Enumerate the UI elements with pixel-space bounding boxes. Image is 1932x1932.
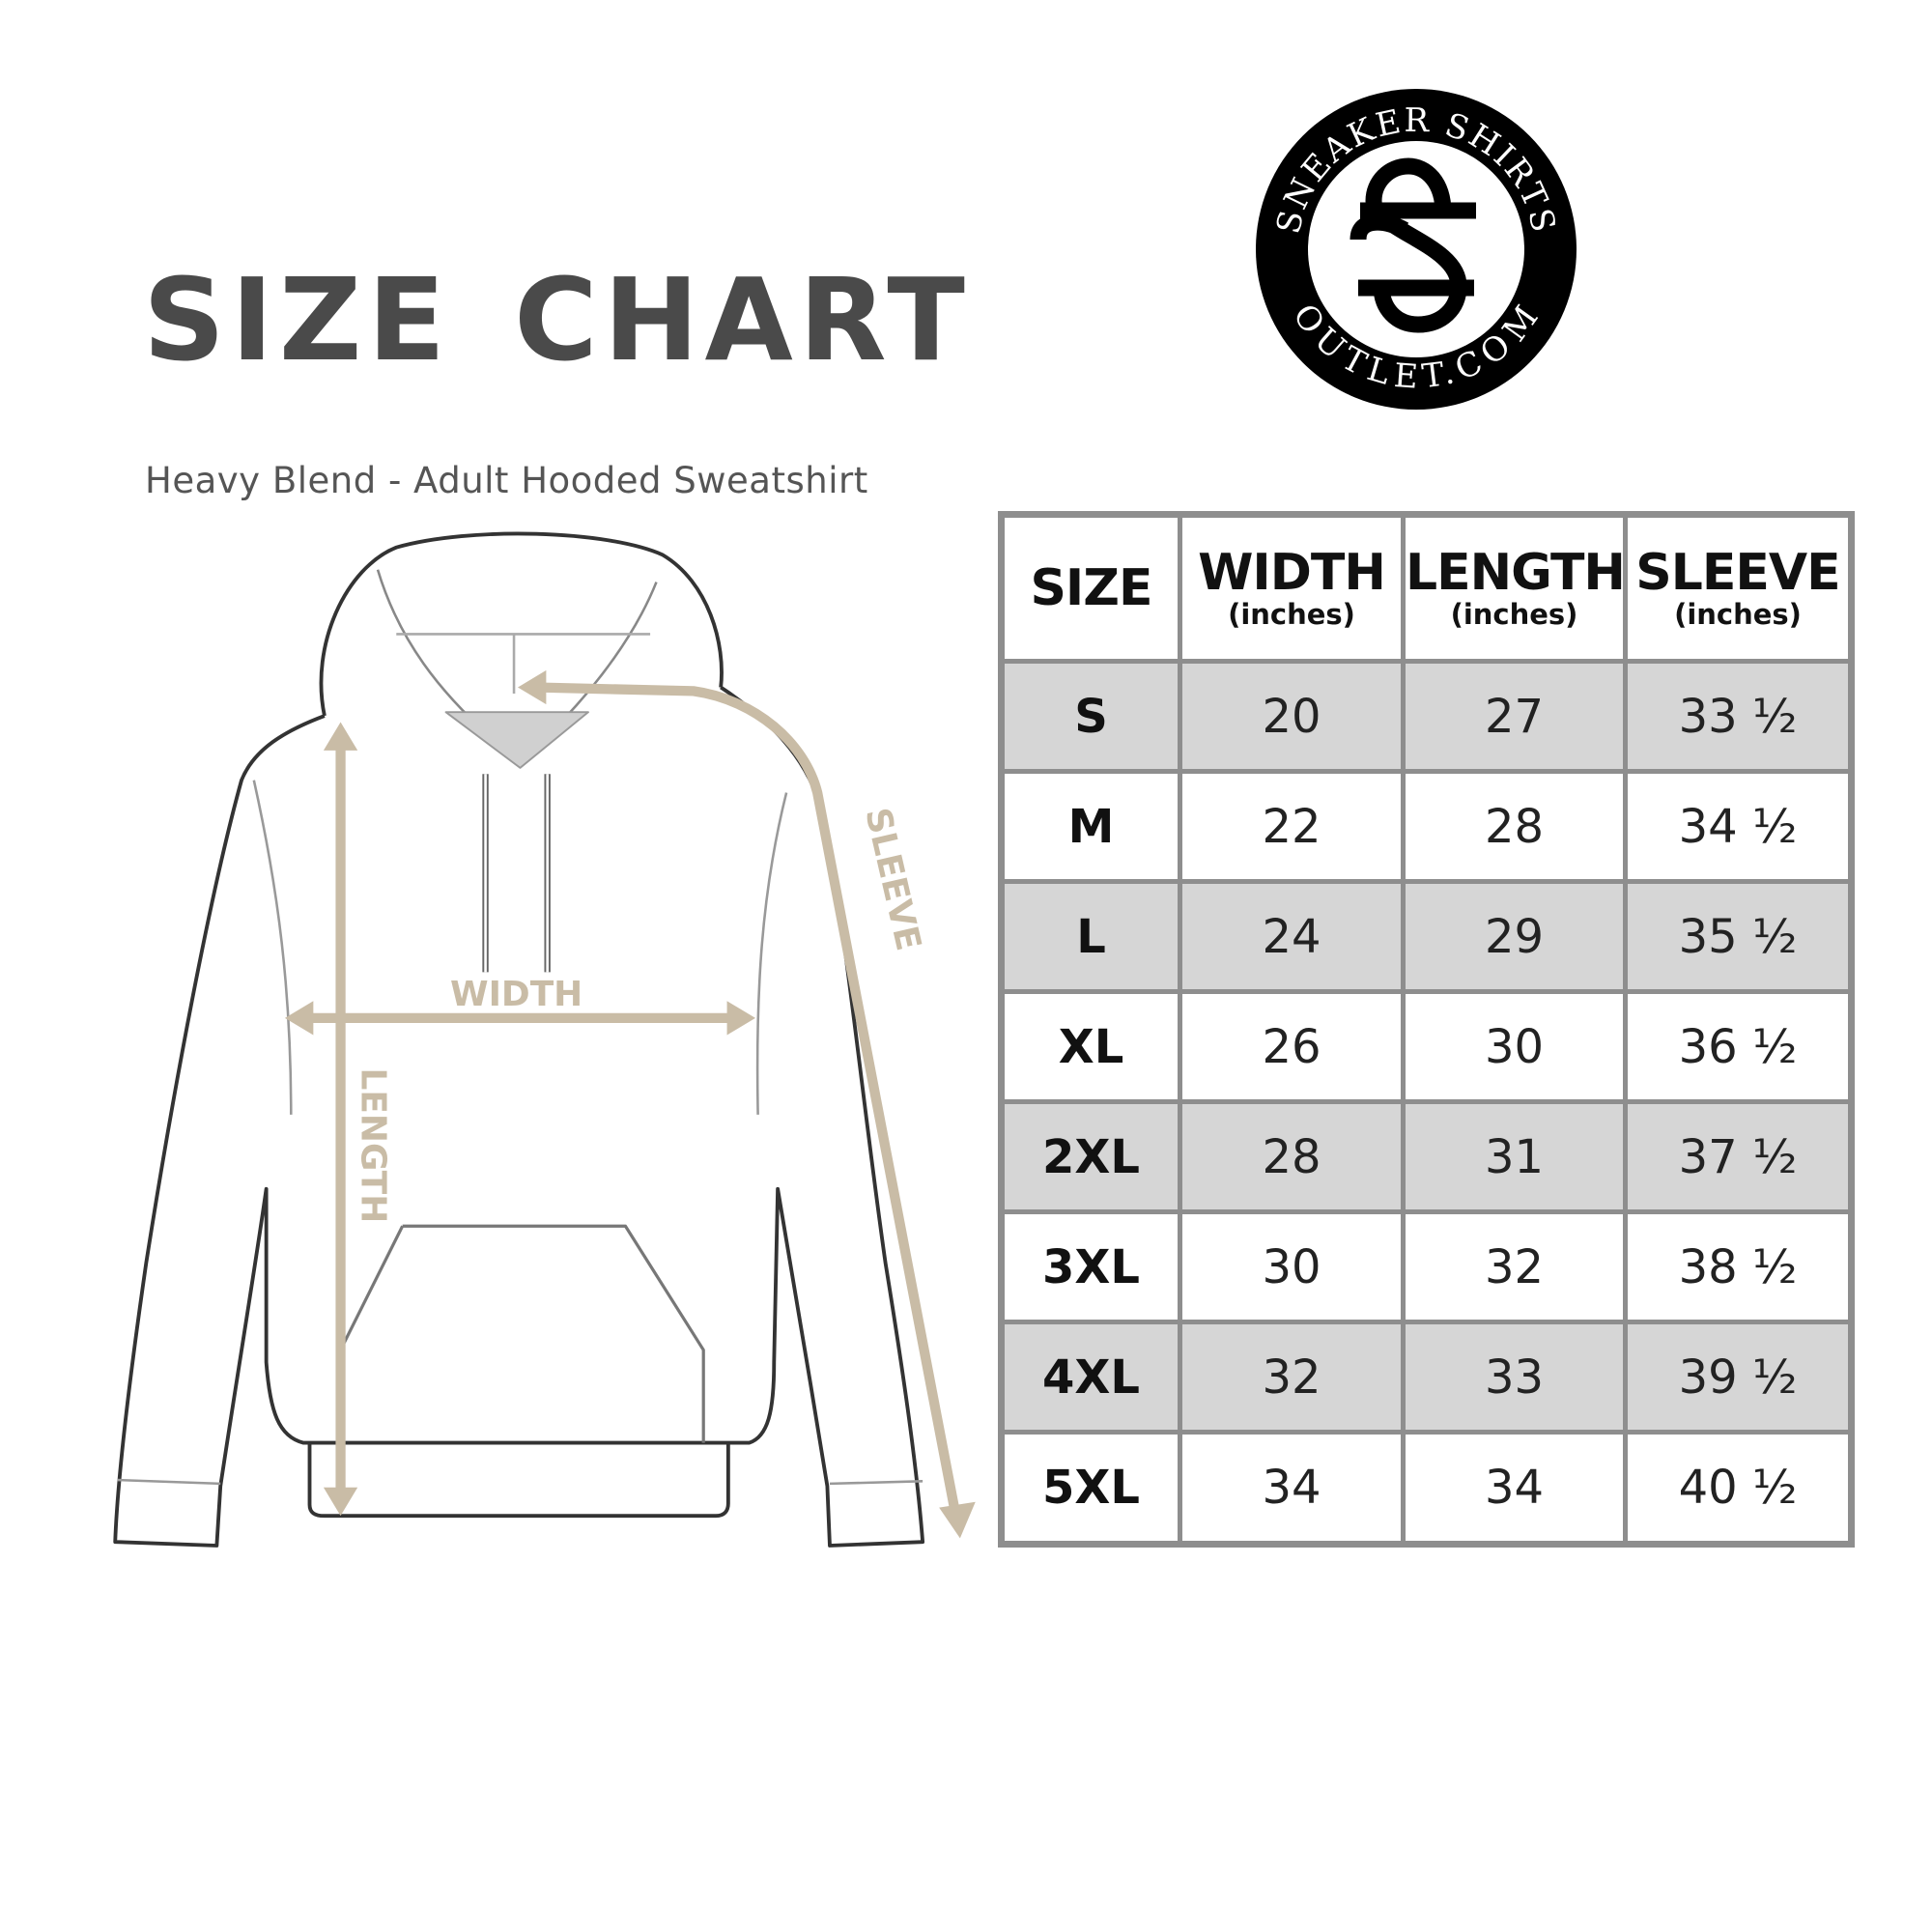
cell-length: 31 — [1401, 1099, 1628, 1215]
cell-width: 26 — [1178, 989, 1406, 1105]
cell-size: 5XL — [999, 1430, 1182, 1547]
length-label: LENGTH — [353, 1068, 392, 1224]
sleeve-arrow-head-bottom — [939, 1501, 976, 1539]
sleeve-label: SLEEVE — [857, 805, 928, 954]
header-width: WIDTH (inches) — [1178, 512, 1406, 664]
cell-size: 3XL — [999, 1209, 1182, 1325]
header-size: SIZE — [999, 512, 1182, 664]
length-arrow-head-bottom — [323, 1487, 358, 1517]
cell-width: 34 — [1178, 1430, 1406, 1547]
cell-sleeve: 37 ½ — [1623, 1099, 1854, 1215]
header-length: LENGTH (inches) — [1401, 512, 1628, 664]
table-row: 2XL 28 31 37 ½ — [999, 1099, 1854, 1215]
length-arrow-head-top — [323, 722, 358, 751]
cell-length: 33 — [1401, 1320, 1628, 1435]
cell-size: 4XL — [999, 1320, 1182, 1435]
sleeve-arrow — [529, 682, 961, 1522]
cell-width: 28 — [1178, 1099, 1406, 1215]
cell-sleeve: 40 ½ — [1623, 1430, 1854, 1547]
page-title: SIZE CHART — [143, 253, 971, 386]
cell-sleeve: 35 ½ — [1623, 879, 1854, 995]
table-header-row: SIZE WIDTH (inches) LENGTH (inches) SLEEVE… — [999, 512, 1854, 664]
table-row: M 22 28 34 ½ — [999, 769, 1854, 885]
width-label: WIDTH — [450, 975, 582, 1014]
sleeve-arrow-head-top — [517, 669, 547, 705]
cell-length: 34 — [1401, 1430, 1628, 1547]
cell-length: 30 — [1401, 989, 1628, 1105]
cell-width: 22 — [1178, 769, 1406, 885]
cell-length: 29 — [1401, 879, 1628, 995]
cell-sleeve: 33 ½ — [1623, 658, 1854, 775]
cell-length: 32 — [1401, 1209, 1628, 1325]
cell-size: L — [999, 879, 1182, 995]
cell-sleeve: 34 ½ — [1623, 769, 1854, 885]
header-sleeve: SLEEVE (inches) — [1623, 512, 1854, 664]
cell-size: 2XL — [999, 1099, 1182, 1215]
cell-size: XL — [999, 989, 1182, 1105]
measurement-arrows — [284, 669, 976, 1539]
table-row: XL 26 30 36 ½ — [999, 989, 1854, 1105]
width-arrow-head-left — [284, 1001, 314, 1036]
width-arrow-head-right — [726, 1001, 755, 1036]
cell-sleeve: 36 ½ — [1623, 989, 1854, 1105]
cell-width: 32 — [1178, 1320, 1406, 1435]
cell-sleeve: 39 ½ — [1623, 1320, 1854, 1435]
cell-sleeve: 38 ½ — [1623, 1209, 1854, 1325]
cell-length: 27 — [1401, 658, 1628, 775]
cell-length: 28 — [1401, 769, 1628, 885]
table-row: 4XL 32 33 39 ½ — [999, 1320, 1854, 1435]
table-row: 5XL 34 34 40 ½ — [999, 1430, 1854, 1547]
brand-logo: SNEAKER SHIRTS OUTLET.COM — [1256, 89, 1577, 410]
table-row: S 20 27 33 ½ — [999, 658, 1854, 775]
ss-monogram-icon — [1350, 157, 1476, 333]
cell-size: S — [999, 658, 1182, 775]
size-table: SIZE WIDTH (inches) LENGTH (inches) SLEEVE… — [998, 511, 1855, 1548]
cell-width: 20 — [1178, 658, 1406, 775]
table-row: 3XL 30 32 38 ½ — [999, 1209, 1854, 1325]
cell-size: M — [999, 769, 1182, 885]
hoodie-outline — [113, 531, 925, 1548]
cell-width: 30 — [1178, 1209, 1406, 1325]
table-row: L 24 29 35 ½ — [999, 879, 1854, 995]
cell-width: 24 — [1178, 879, 1406, 995]
product-subtitle: Heavy Blend - Adult Hooded Sweatshirt — [145, 460, 868, 501]
